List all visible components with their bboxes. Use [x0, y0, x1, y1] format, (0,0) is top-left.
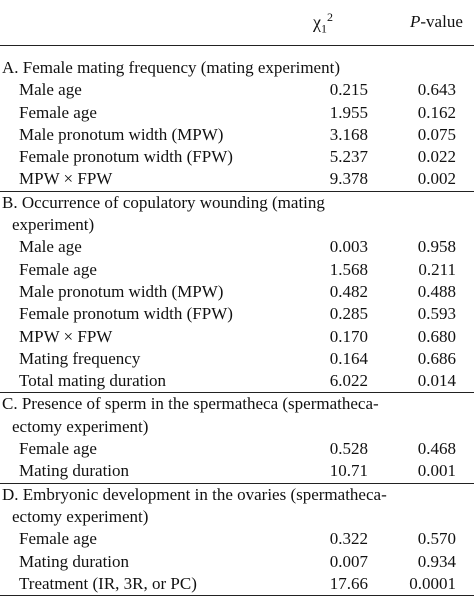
- row-label: MPW × FPW: [19, 326, 113, 346]
- row: Female age 0.528 0.468: [0, 438, 474, 460]
- section-title-line: A. Female mating frequency (mating exper…: [0, 57, 474, 79]
- chi-value: 0.170: [329, 326, 368, 346]
- p-value: 0.0001: [409, 573, 456, 593]
- row-label: Male age: [19, 237, 82, 257]
- section: D. Embryonic development in the ovaries …: [0, 482, 474, 595]
- section-title: ectomy experiment): [12, 506, 149, 526]
- chi-value: 0.285: [329, 304, 368, 324]
- row-label: MPW × FPW: [19, 169, 113, 189]
- row: MPW × FPW 0.170 0.680: [0, 326, 474, 348]
- section-title-line: ectomy experiment): [0, 416, 474, 438]
- p-value: 0.014: [417, 371, 456, 391]
- row-label: Female age: [19, 439, 97, 459]
- section-title-line: experiment): [0, 214, 474, 236]
- chi-value: 0.003: [329, 237, 368, 257]
- p-value: 0.593: [417, 304, 456, 324]
- p-header: P-value: [410, 12, 463, 32]
- row-label: Female age: [19, 529, 97, 549]
- p-value: 0.643: [417, 80, 456, 100]
- section: B. Occurrence of copulatory wounding (ma…: [0, 190, 474, 393]
- row: Male pronotum width (MPW) 3.168 0.075: [0, 124, 474, 146]
- header-row: χ12 P-value: [0, 0, 474, 46]
- p-value: 0.468: [417, 439, 456, 459]
- chi-value: 0.528: [329, 439, 368, 459]
- chi-value: 0.007: [329, 551, 368, 571]
- row-label: Male pronotum width (MPW): [19, 124, 224, 144]
- section: C. Presence of sperm in the spermatheca …: [0, 392, 474, 482]
- row-label: Mating duration: [19, 551, 130, 571]
- p-value: 0.002: [417, 169, 456, 189]
- section-title: D. Embryonic development in the ovaries …: [2, 484, 387, 504]
- p-italic: P: [410, 12, 421, 31]
- section-title: ectomy experiment): [12, 416, 149, 436]
- chi-symbol: χ: [313, 12, 321, 32]
- chi-value: 1.955: [329, 102, 368, 122]
- row: Female age 0.322 0.570: [0, 528, 474, 550]
- chi-value: 6.022: [329, 371, 368, 391]
- p-value: 0.022: [417, 147, 456, 167]
- row: Male age 0.215 0.643: [0, 79, 474, 101]
- row: Female age 1.568 0.211: [0, 259, 474, 281]
- p-value: 0.001: [417, 461, 456, 481]
- chi-value: 0.482: [329, 281, 368, 301]
- p-rest: -value: [420, 12, 463, 31]
- row: MPW × FPW 9.378 0.002: [0, 168, 474, 190]
- chi-value: 9.378: [329, 169, 368, 189]
- row-label: Female pronotum width (FPW): [19, 147, 233, 167]
- row-label: Mating frequency: [19, 348, 141, 368]
- p-value: 0.686: [417, 348, 456, 368]
- row: Mating duration 0.007 0.934: [0, 551, 474, 573]
- section: A. Female mating frequency (mating exper…: [0, 57, 474, 191]
- p-value: 0.934: [417, 551, 456, 571]
- section-title: C. Presence of sperm in the spermatheca …: [2, 394, 379, 414]
- chi-sup: 2: [327, 10, 333, 24]
- row: Male age 0.003 0.958: [0, 236, 474, 258]
- row: Female pronotum width (FPW) 0.285 0.593: [0, 303, 474, 325]
- row-label: Female pronotum width (FPW): [19, 304, 233, 324]
- chi-value: 17.66: [329, 573, 368, 593]
- row-label: Female age: [19, 259, 97, 279]
- section-title: experiment): [12, 215, 95, 235]
- chi-value: 0.164: [329, 348, 368, 368]
- row: Female pronotum width (FPW) 5.237 0.022: [0, 146, 474, 168]
- p-value: 0.570: [417, 529, 456, 549]
- p-value: 0.075: [417, 124, 456, 144]
- chi-value: 3.168: [329, 124, 368, 144]
- row: Total mating duration 6.022 0.014: [0, 370, 474, 392]
- p-value: 0.958: [417, 237, 456, 257]
- row: Male pronotum width (MPW) 0.482 0.488: [0, 281, 474, 303]
- chi-sub: 1: [321, 21, 327, 36]
- chi-value: 0.215: [329, 80, 368, 100]
- section-title-line: B. Occurrence of copulatory wounding (ma…: [0, 192, 474, 214]
- row-label: Treatment (IR, 3R, or PC): [19, 573, 197, 593]
- row-label: Male pronotum width (MPW): [19, 281, 224, 301]
- table-body: A. Female mating frequency (mating exper…: [0, 57, 474, 597]
- chi-value: 10.71: [329, 461, 368, 481]
- row-label: Male age: [19, 80, 82, 100]
- p-value: 0.488: [417, 281, 456, 301]
- section-title-line: D. Embryonic development in the ovaries …: [0, 484, 474, 506]
- p-value: 0.680: [417, 326, 456, 346]
- p-value: 0.162: [417, 102, 456, 122]
- row-label: Female age: [19, 102, 97, 122]
- row-label: Mating duration: [19, 461, 130, 481]
- row: Female age 1.955 0.162: [0, 102, 474, 124]
- p-value: 0.211: [418, 259, 456, 279]
- row: Mating duration 10.71 0.001: [0, 460, 474, 482]
- row: Treatment (IR, 3R, or PC) 17.66 0.0001: [0, 573, 474, 595]
- row: Mating frequency 0.164 0.686: [0, 348, 474, 370]
- chi-value: 0.322: [329, 529, 368, 549]
- section-title-line: ectomy experiment): [0, 506, 474, 528]
- section-title: B. Occurrence of copulatory wounding (ma…: [2, 192, 325, 212]
- chi-header: χ12: [313, 10, 333, 37]
- section-title: A. Female mating frequency (mating exper…: [2, 58, 340, 77]
- chi-value: 1.568: [329, 259, 368, 279]
- section-title-line: C. Presence of sperm in the spermatheca …: [0, 393, 474, 415]
- chi-value: 5.237: [329, 147, 368, 167]
- row-label: Total mating duration: [19, 371, 167, 391]
